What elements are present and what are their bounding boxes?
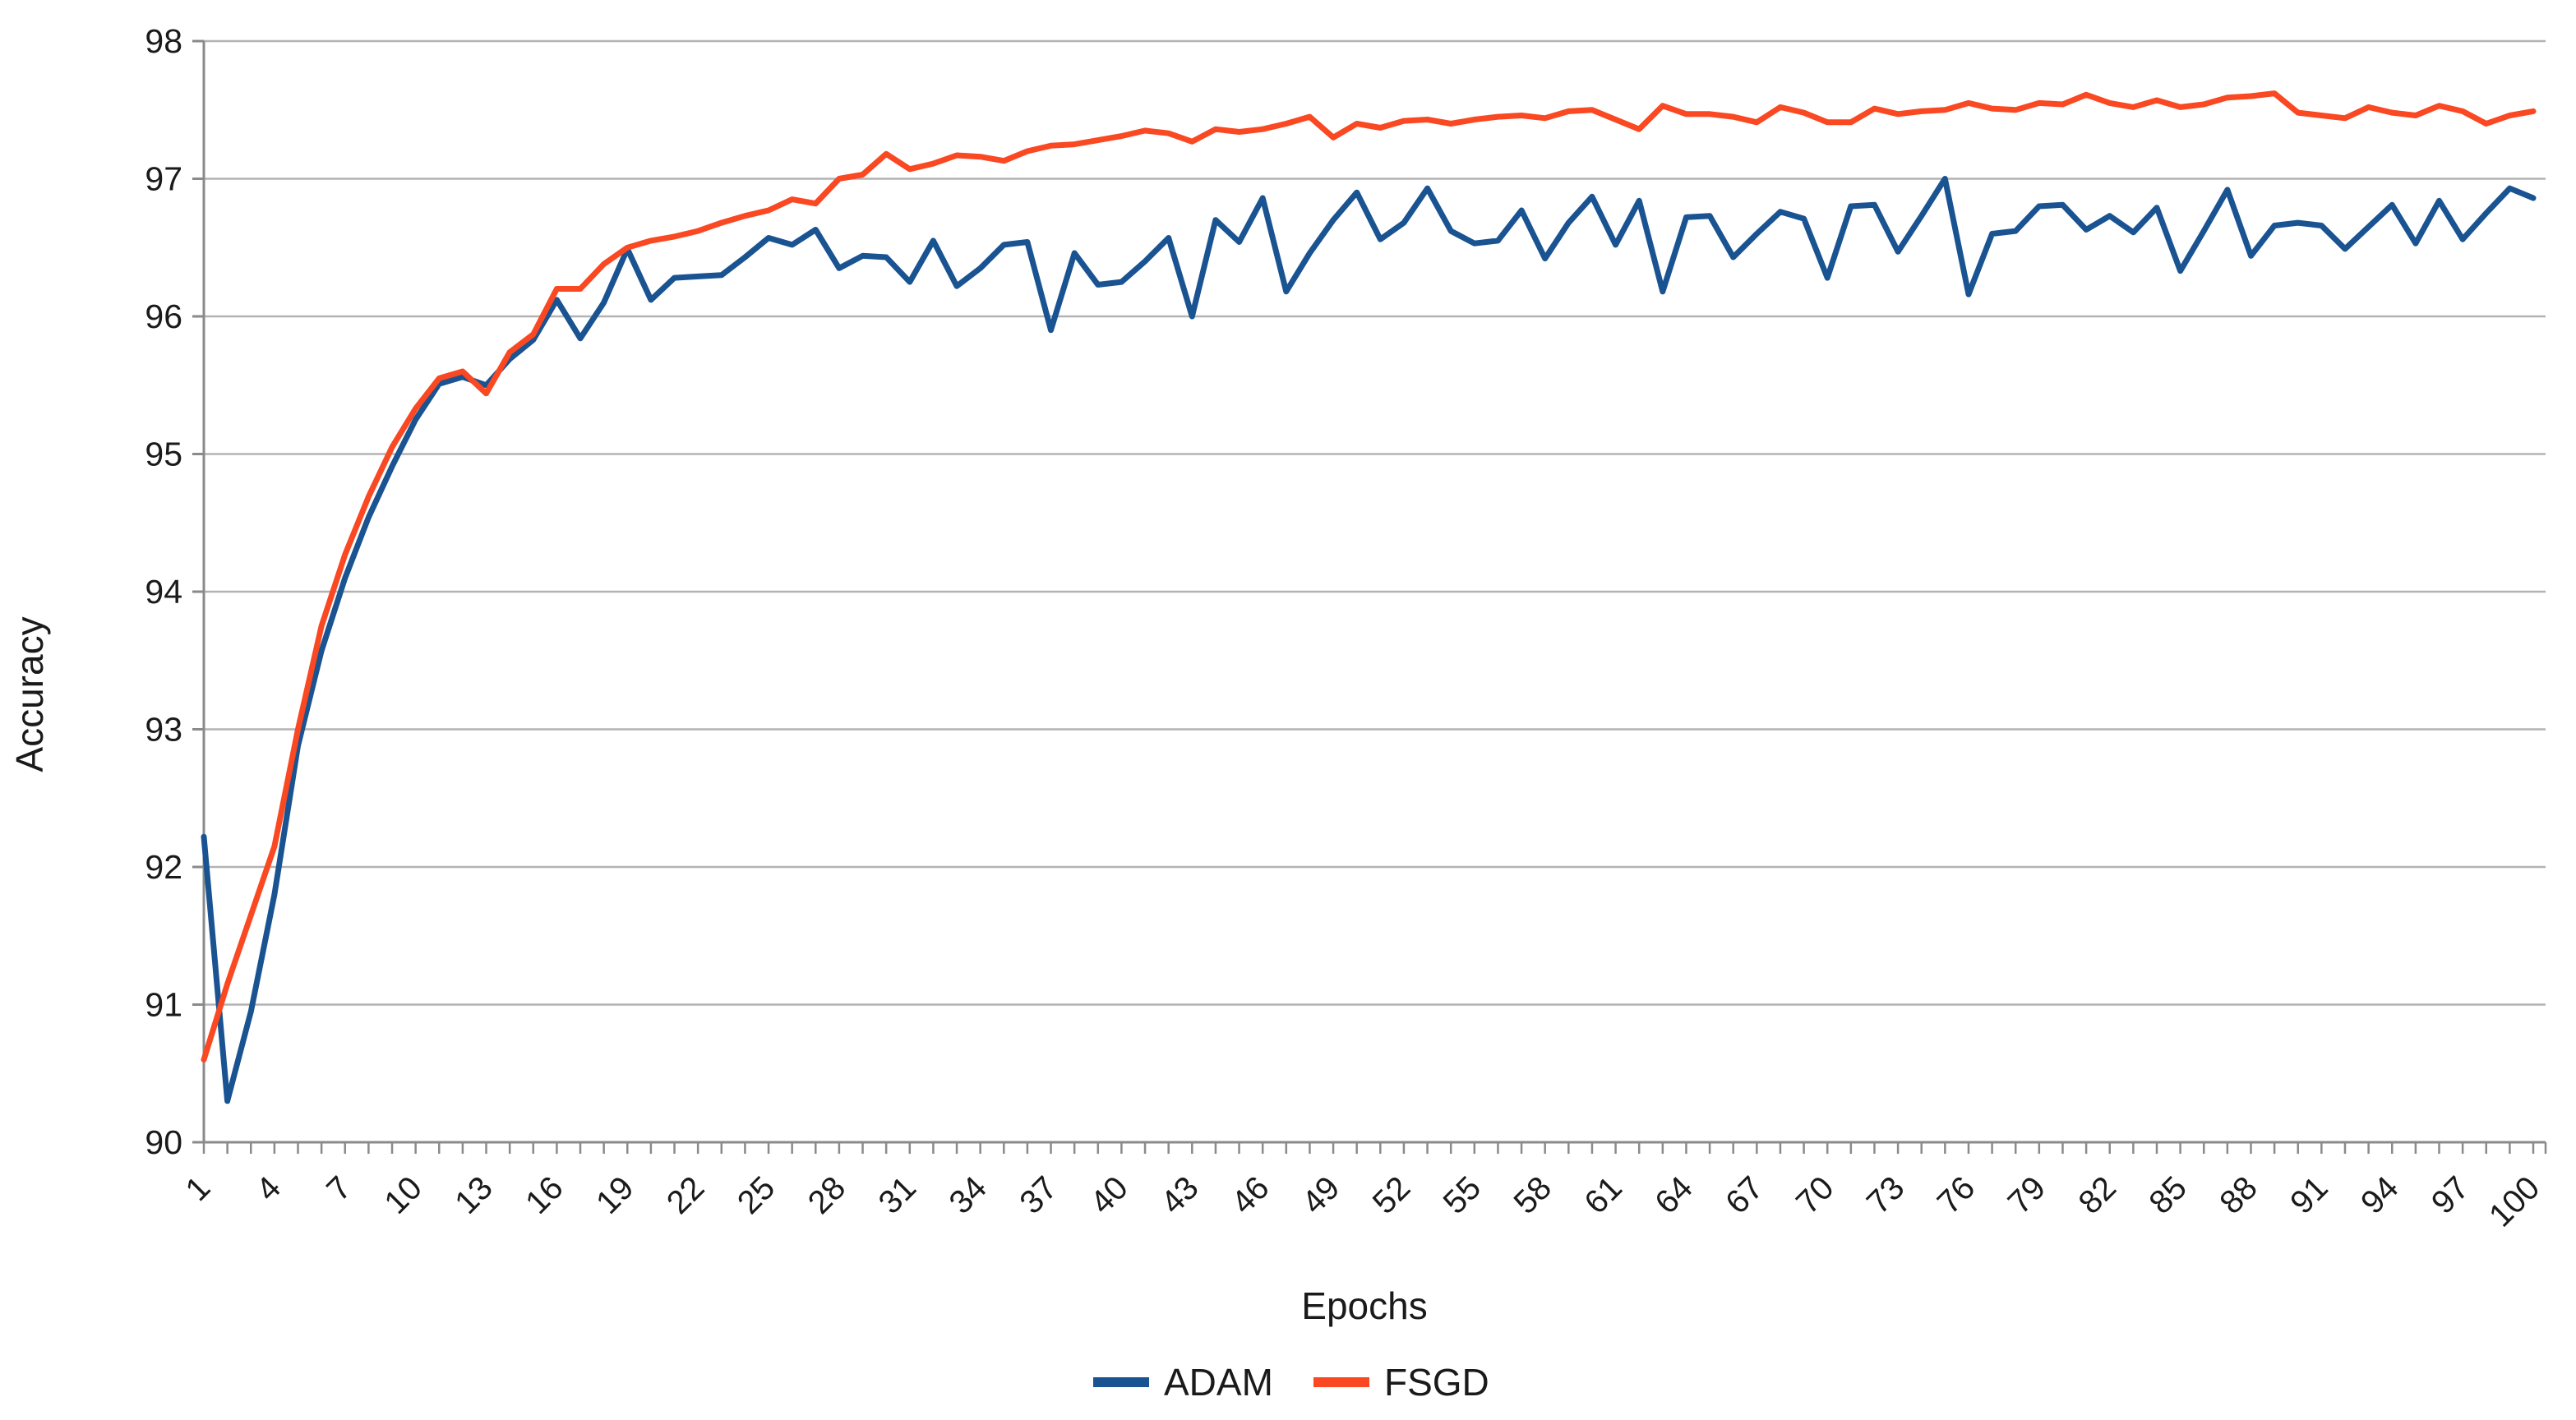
y-tick-label: 98 — [145, 22, 182, 60]
x-tick-label: 37 — [1013, 1169, 1064, 1221]
x-tick-label: 22 — [660, 1169, 712, 1221]
x-tick-label: 91 — [2283, 1169, 2335, 1221]
x-tick-label: 4 — [249, 1169, 288, 1208]
y-tick-label: 92 — [145, 848, 182, 886]
x-tick-label: 55 — [1437, 1169, 1489, 1221]
x-tick-label: 67 — [1719, 1169, 1770, 1221]
y-tick-label: 97 — [145, 160, 182, 198]
x-tick-label: 19 — [589, 1169, 641, 1221]
x-tick-label: 82 — [2072, 1169, 2124, 1221]
x-tick-label: 43 — [1154, 1169, 1206, 1221]
x-tick-label: 73 — [1860, 1169, 1912, 1221]
x-tick-label: 61 — [1577, 1169, 1629, 1221]
x-tick-label: 79 — [2001, 1169, 2053, 1221]
x-tick-label: 28 — [801, 1169, 853, 1221]
x-tick-label: 31 — [872, 1169, 924, 1221]
x-tick-label: 52 — [1366, 1169, 1418, 1221]
x-tick-label: 25 — [731, 1169, 782, 1221]
x-tick-label: 7 — [320, 1169, 358, 1208]
data-series — [201, 90, 2537, 1104]
axes — [192, 39, 2547, 1154]
x-tick-label: 16 — [519, 1169, 570, 1221]
x-tick-label: 34 — [942, 1169, 994, 1221]
x-tick-label: 88 — [2213, 1169, 2264, 1221]
x-tick-label: 13 — [448, 1169, 500, 1221]
legend-item-adam: ADAM — [1093, 1361, 1273, 1404]
x-tick-label: 46 — [1225, 1169, 1276, 1221]
x-tick-label: 49 — [1295, 1169, 1347, 1221]
x-tick-label: 85 — [2142, 1169, 2194, 1221]
legend-item-fsgd: FSGD — [1313, 1361, 1489, 1404]
x-tick-label: 64 — [1648, 1169, 1700, 1221]
legend-label: FSGD — [1384, 1361, 1489, 1404]
x-tick-label: 100 — [2482, 1169, 2546, 1233]
y-tick-label: 93 — [145, 711, 182, 749]
x-tick-label: 1 — [179, 1169, 218, 1208]
gridlines — [204, 39, 2546, 1006]
series-line-fsgd — [201, 90, 2537, 1063]
legend-label: ADAM — [1164, 1361, 1273, 1404]
x-tick-label: 94 — [2354, 1169, 2406, 1221]
series-line-adam — [201, 176, 2537, 1104]
y-tick-label: 96 — [145, 297, 182, 335]
x-tick-label: 40 — [1083, 1169, 1135, 1221]
x-tick-label: 70 — [1789, 1169, 1841, 1221]
y-tick-label: 95 — [145, 436, 182, 473]
x-tick-label: 58 — [1507, 1169, 1558, 1221]
y-tick-label: 90 — [145, 1123, 182, 1161]
x-tick-label: 10 — [377, 1169, 429, 1221]
x-tick-label: 97 — [2425, 1169, 2477, 1221]
x-axis-title: Epochs — [1301, 1284, 1427, 1327]
y-tick-label: 91 — [145, 986, 182, 1024]
x-tick-label: 76 — [1931, 1169, 1983, 1221]
y-tick-label: 94 — [145, 573, 182, 611]
legend: ADAM FSGD — [1093, 1361, 1489, 1404]
y-axis-title: Accuracy — [8, 616, 51, 772]
